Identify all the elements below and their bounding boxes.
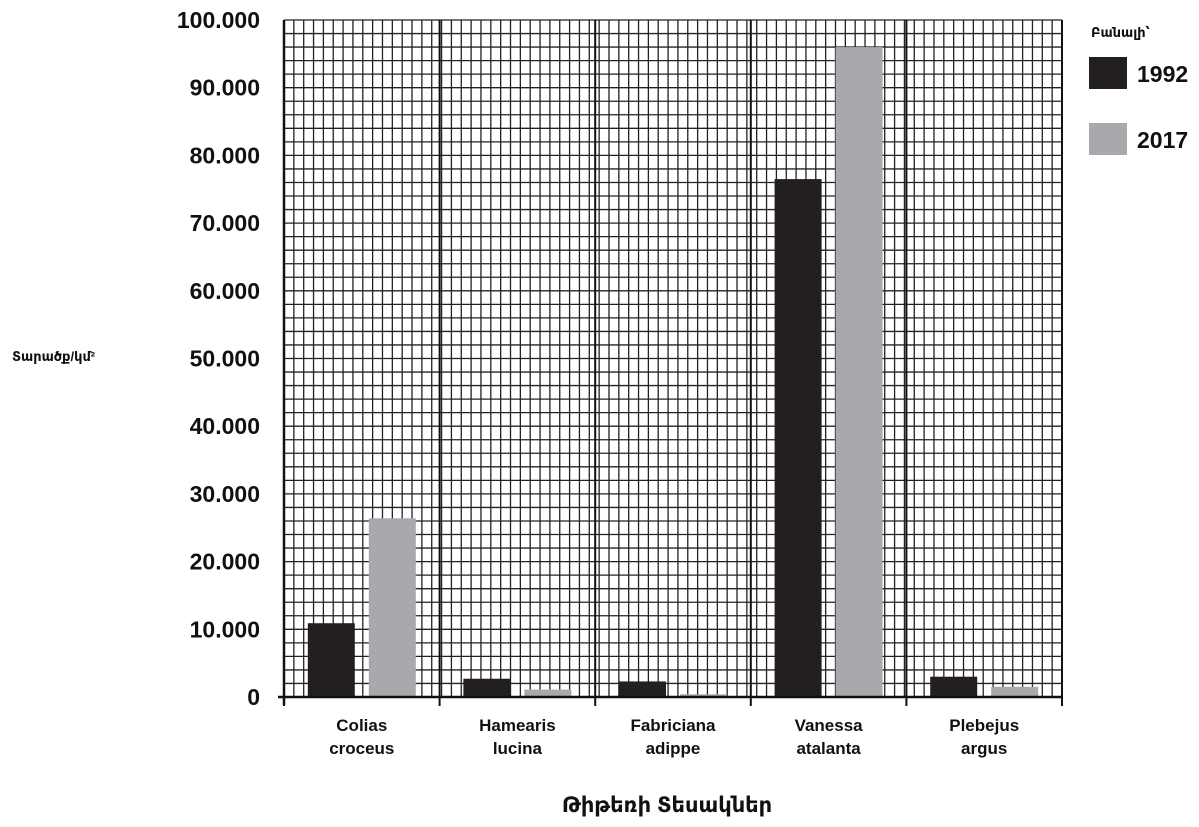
- bar-2017-fabriciana-adippe: [680, 694, 727, 697]
- bar-1992-fabriciana-adippe: [619, 681, 666, 697]
- bar-1992-colias-croceus: [307, 623, 355, 697]
- chart-axes: [278, 20, 1063, 706]
- x-category-label: Fabriciana adippe: [630, 716, 716, 758]
- legend-title: Բանալի՝: [1091, 25, 1150, 40]
- x-axis-category-labels: Colias croceus Hamearis lucina Fabriciana adi…: [329, 716, 1019, 758]
- bar-1992-plebejus-argus: [930, 676, 978, 697]
- y-axis-label: Տարածք/կմ²: [12, 349, 96, 364]
- bar-2017-plebejus-argus: [991, 686, 1039, 697]
- y-tick-label: 90.000: [190, 75, 260, 101]
- y-tick-label: 30.000: [190, 481, 260, 507]
- legend-swatch-2017: [1089, 123, 1127, 155]
- legend-label-1992: 1992: [1137, 61, 1188, 87]
- y-tick-label: 70.000: [190, 210, 260, 236]
- legend: Բանալի՝ 1992 2017: [1089, 25, 1188, 155]
- bar-1992-vanessa-atalanta: [774, 179, 822, 698]
- y-tick-label: 20.000: [190, 549, 260, 575]
- bar-2017-hamearis-lucina: [524, 689, 572, 697]
- legend-label-2017: 2017: [1137, 127, 1188, 153]
- y-tick-label: 0: [247, 684, 260, 710]
- x-axis-label: Թիթեռի Տեսակներ: [562, 794, 772, 817]
- y-tick-label: 80.000: [190, 142, 260, 168]
- y-tick-label: 60.000: [190, 278, 260, 304]
- bar-1992-hamearis-lucina: [463, 678, 511, 697]
- chart-bars: [307, 47, 1039, 698]
- x-category-label: Vanessa atalanta: [795, 716, 864, 758]
- y-tick-label: 50.000: [190, 346, 260, 372]
- y-tick-label: 10.000: [190, 616, 260, 642]
- legend-swatch-1992: [1089, 57, 1127, 89]
- x-category-label: Colias croceus: [329, 716, 394, 758]
- bar-2017-colias-croceus: [368, 518, 416, 697]
- bar-2017-vanessa-atalanta: [835, 47, 883, 697]
- y-tick-label: 100.000: [177, 7, 260, 33]
- x-category-label: Plebejus argus: [949, 716, 1019, 758]
- y-tick-label: 40.000: [190, 413, 260, 439]
- y-axis-tick-labels: 0 10.000 20.000 30.000 40.000 50.000 60.000 70.…: [177, 7, 260, 710]
- x-category-label: Hamearis lucina: [479, 716, 556, 758]
